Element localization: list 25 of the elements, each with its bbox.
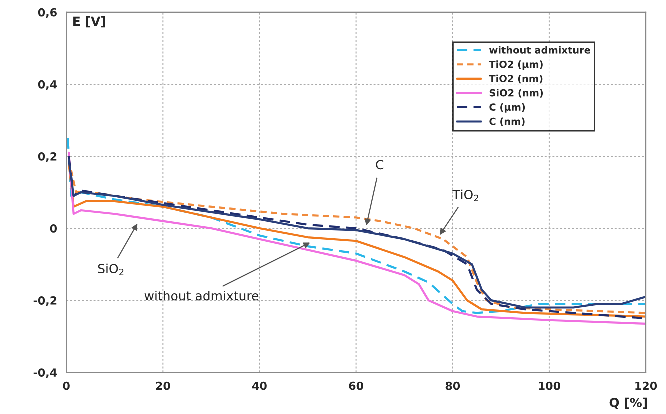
legend-label: C (nm) [490,118,525,126]
legend-label: TiO2 (µm) [489,60,543,70]
x-tick-label: 100 [539,382,561,390]
x-tick-label: 120 [636,382,658,390]
x-tick-label: 40 [252,382,267,390]
x-tick-label: 20 [156,382,170,390]
legend-label: without admixture [490,46,590,54]
y-axis-title: E [V] [74,16,106,28]
annotation: C [376,160,384,170]
legend-label: C (µm) [490,103,526,113]
legend-label: SiO2 (nm) [490,89,544,98]
annotation: without admixture [144,291,259,301]
y-tick-label: 0,4 [38,80,58,90]
y-tick-label: -0,4 [34,368,58,378]
annotation: SiO$_{2}$ [98,264,124,276]
x-axis-title: Q [%] [610,398,648,410]
x-tick-label: 80 [446,382,460,390]
annotation: TiO$_{2}$ [452,190,478,202]
y-tick-label: 0,6 [38,8,57,18]
x-tick-label: 60 [349,382,364,390]
y-tick-label: 0 [50,224,58,233]
x-tick-label: 0 [63,382,70,390]
y-tick-label: -0,2 [34,296,57,306]
legend-label: TiO2 (nm) [489,74,543,84]
y-tick-label: 0,2 [38,152,57,162]
